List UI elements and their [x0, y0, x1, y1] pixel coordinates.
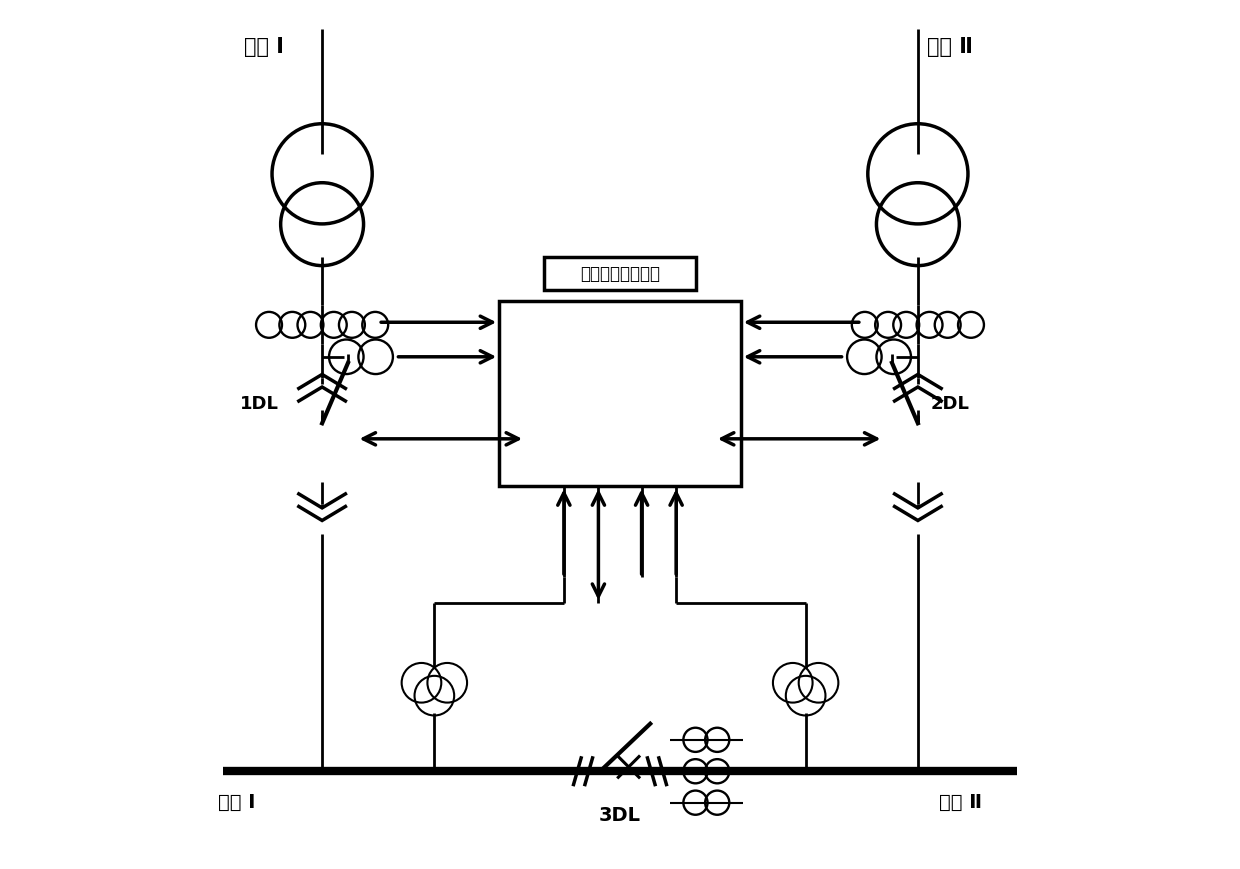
Text: 母线 I: 母线 I	[218, 793, 255, 812]
Text: 2DL: 2DL	[931, 395, 970, 414]
Text: 进线 I: 进线 I	[244, 37, 284, 57]
Bar	[272, 189, 372, 210]
Bar	[410, 689, 459, 695]
Text: 进线 Ⅱ: 进线 Ⅱ	[926, 37, 972, 57]
Text: 1DL: 1DL	[241, 395, 279, 414]
FancyBboxPatch shape	[544, 257, 696, 290]
Bar	[868, 189, 968, 210]
Text: 电源快速切换装置: 电源快速切换装置	[580, 265, 660, 283]
FancyBboxPatch shape	[500, 301, 740, 487]
Text: 母线 Ⅱ: 母线 Ⅱ	[940, 793, 982, 812]
Bar	[781, 689, 830, 695]
Text: 3DL: 3DL	[599, 806, 641, 825]
